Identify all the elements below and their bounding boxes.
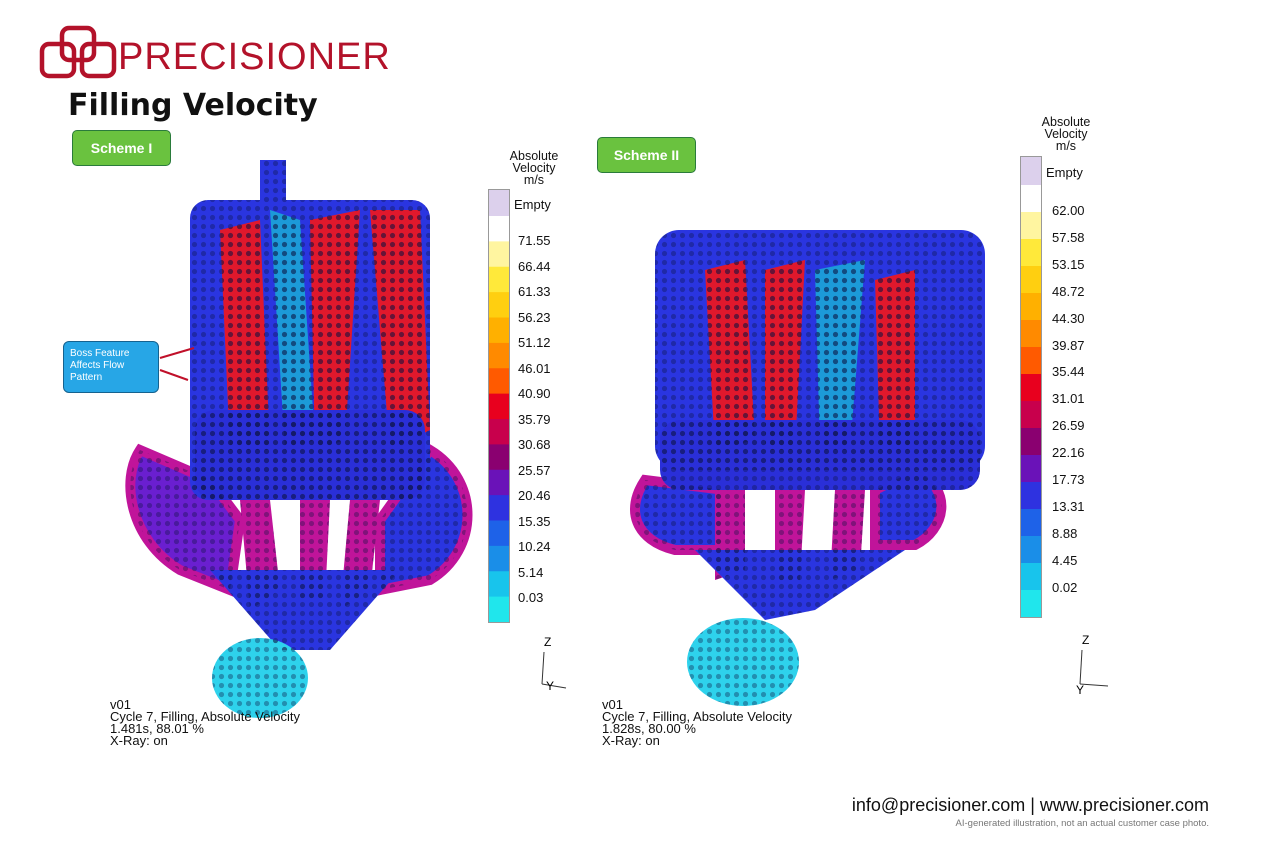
scheme-1-legend-tick: 40.90 [518, 386, 551, 401]
scheme-2-legend-tick: 4.45 [1052, 552, 1078, 568]
scheme-1-legend-tick: 46.01 [518, 360, 551, 376]
scheme-2-legend-tick: 39.87 [1052, 337, 1085, 353]
disclaimer: AI-generated illustration, not an actual… [955, 818, 1209, 829]
scheme-2-axis-z: Z [1082, 633, 1089, 647]
scheme-2-legend-tick: 0.02 [1052, 579, 1078, 595]
scheme-2-legend-title: Absolute Velocity m/s [1028, 115, 1104, 153]
scheme-1-legend-tick: 30.68 [518, 437, 551, 452]
info-line-3: 1.481s, 88.01 % [110, 721, 204, 736]
legend-title-line-1: Absolute [1041, 115, 1091, 129]
scheme-1-legend-tick: 5.14 [518, 564, 544, 580]
scheme-1-legend-tick: 25.57 [518, 462, 551, 478]
legend-title-line-1: Absolute [509, 149, 559, 163]
scheme-1-simulation-render [125, 160, 473, 718]
precisioner-logo [39, 25, 117, 79]
info-line-1: v01 [602, 697, 623, 712]
callout-pointer [159, 347, 195, 381]
scheme-2-legend-tick: 53.15 [1052, 256, 1085, 272]
scheme-2-legend-tick: 31.01 [1052, 391, 1085, 407]
scheme-1-legend-tick: 20.46 [518, 488, 551, 503]
scheme-2-info: v01 Cycle 7, Filling, Absolute Velocity … [602, 697, 793, 748]
scheme-1-legend-tick: 35.79 [518, 411, 551, 427]
scheme-1-legend-title: Absolute Velocity m/s [496, 149, 572, 187]
scheme-1-info: v01 Cycle 7, Filling, Absolute Velocity … [110, 697, 301, 748]
callout-line-2: Affects Flow [70, 360, 125, 371]
scheme-2-legend-tick: 13.31 [1052, 498, 1085, 514]
scheme-2-legend-tick: 35.44 [1052, 364, 1085, 380]
boss-feature-callout: Boss Feature Affects Flow Pattern [63, 341, 159, 393]
scheme-1-axis-z: Z [544, 635, 551, 649]
legend-title-line-2: Velocity [1044, 127, 1088, 141]
info-line-1: v01 [110, 697, 131, 712]
scheme-1-axis-triad: Z Y [541, 635, 567, 693]
scheme-1-legend-empty: Empty [514, 197, 551, 212]
scheme-1-legend-tick: 66.44 [518, 258, 551, 274]
scheme-2-legend-tick: 26.59 [1052, 418, 1085, 434]
info-line-2: Cycle 7, Filling, Absolute Velocity [602, 709, 793, 724]
callout-line-1: Boss Feature [70, 348, 130, 359]
callout-line-3: Pattern [70, 372, 103, 383]
scheme-2-label: Scheme II [597, 137, 696, 173]
scheme-2-axis-triad: Z Y [1076, 633, 1109, 694]
scheme-1-axis-y: Y [546, 679, 554, 693]
scheme-2-legend-tick: 48.72 [1052, 283, 1085, 299]
scheme-2-legend-tick: 62.00 [1052, 203, 1085, 218]
legend-title-line-3: m/s [523, 173, 545, 187]
scheme-2-legend-tick: 8.88 [1052, 525, 1078, 541]
info-line-2: Cycle 7, Filling, Absolute Velocity [110, 709, 301, 724]
scheme-1-legend-tick: 56.23 [518, 309, 551, 325]
scheme-1-legend-tick: 15.35 [518, 513, 551, 529]
scheme-2-legend-tick: 44.30 [1052, 310, 1085, 326]
brand-name: PRECISIONER [118, 36, 391, 78]
info-line-4: X-Ray: on [110, 733, 168, 748]
scheme-2-legend-tick: 17.73 [1052, 472, 1085, 487]
legend-title-line-3: m/s [1055, 139, 1077, 153]
scheme-2-legend-tick: 22.16 [1052, 445, 1085, 461]
scheme-2-axis-y: Y [1076, 683, 1084, 694]
scheme-1-color-legend [488, 189, 510, 623]
scheme-2-simulation-render [630, 230, 985, 706]
page-title: Filling Velocity [68, 88, 318, 123]
scheme-2-legend-tick: 57.58 [1052, 229, 1085, 245]
info-line-4: X-Ray: on [602, 733, 660, 748]
scheme-1-legend-tick: 71.55 [518, 233, 551, 248]
scheme-2-legend-empty: Empty [1046, 165, 1083, 180]
scheme-2-color-legend [1020, 156, 1042, 618]
contact-info: info@precisioner.com | www.precisioner.c… [851, 795, 1209, 815]
scheme-1-legend-tick: 61.33 [518, 284, 551, 299]
scheme-1-legend-tick: 10.24 [518, 539, 551, 554]
scheme-1-label: Scheme I [72, 130, 171, 166]
scheme-1-legend-tick: 0.03 [518, 590, 544, 605]
scheme-1-legend-tick: 51.12 [518, 335, 551, 350]
legend-title-line-2: Velocity [512, 161, 556, 175]
info-line-3: 1.828s, 80.00 % [602, 721, 696, 736]
